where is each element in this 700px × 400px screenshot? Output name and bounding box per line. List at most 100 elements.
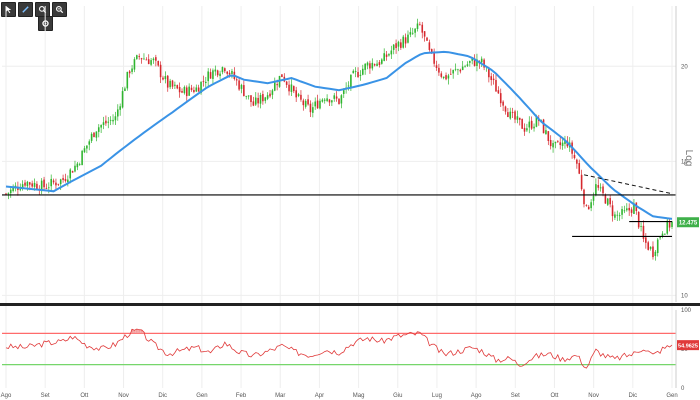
candle-body [385,54,388,57]
candle-body [526,128,528,131]
candle-body [480,58,483,63]
candle-body [326,98,328,102]
candle-body [164,76,167,80]
candle-body [226,71,229,74]
candle-body [181,91,183,93]
candle-body [212,70,214,79]
candle-body [530,120,533,129]
candle-body [611,205,614,217]
candle-body [449,73,452,75]
candle-body [62,178,64,180]
candle-body [597,185,600,188]
rsi-panel: 05010054.9625 [0,303,700,392]
candle-body [521,119,523,129]
candle-body [473,58,476,66]
candle-body [295,90,297,98]
candle-body [166,75,169,88]
candle-body [250,95,252,103]
candle-body [202,81,205,83]
candle-body [300,94,302,100]
candle-body [495,80,497,92]
candle-body [459,69,462,72]
candle-body [390,50,393,55]
candle-body [616,214,619,216]
candle-body [78,163,81,165]
candle-body [542,119,545,134]
candle-body [259,95,262,104]
candle-body [245,95,248,97]
candle-body [288,84,290,92]
candle-body [100,125,102,128]
candle-body [640,226,642,227]
candle-body [442,76,445,79]
candle-body [76,163,79,168]
candle-body [366,62,369,66]
candle-body [649,246,652,249]
candle-body [319,100,321,109]
last-price-tag [677,217,699,228]
candle-body [352,70,355,74]
candle-body [454,68,457,70]
candle-body [105,120,107,124]
candle-body [502,101,504,106]
candle-body [533,126,535,129]
candle-body [81,150,83,166]
axes: Ago Set Ott Nov Dic Gen Feb Mar Apr Mag Giu Lug Ago S… [1,6,694,399]
candle-body [618,215,621,217]
candle-body [131,68,133,72]
candle-body [457,69,459,71]
candle-body [216,70,219,76]
candle-body [342,90,345,95]
candle-body [364,63,366,70]
candle-body [528,121,531,128]
annotations: 12.475 [2,50,699,238]
month-label: Feb [236,393,247,399]
candle-body [400,42,402,48]
candle-body [155,57,157,61]
candle-body [516,116,519,120]
candle-body [580,174,583,190]
month-label: Giu [393,393,402,399]
candle-body [642,225,645,239]
candle-body [200,81,202,93]
candle-body [411,32,414,34]
candle-body [428,42,431,50]
magnify-icon[interactable] [52,2,67,17]
candle-body [304,100,307,107]
candle-body [585,204,588,206]
candle-body [471,57,473,61]
candle-body [314,101,317,107]
candle-body [397,41,400,47]
candle-body [671,221,673,227]
month-label: Ago [1,393,12,399]
candle-body [102,122,105,126]
candle-body [469,61,471,63]
draw-line-icon[interactable] [18,2,33,17]
candle-body [19,189,22,191]
candle-body [609,198,611,205]
candle-body [297,94,300,97]
price-tick-label: 15 [681,159,688,165]
rsi-tick-label: 100 [681,308,692,314]
candle-body [195,87,198,92]
candle-body [331,100,333,103]
candle-body [535,116,538,127]
candle-body [190,87,193,91]
month-label: Nov [118,393,129,399]
candle-body [107,121,110,123]
candle-body [587,206,590,210]
candle-body [661,233,664,236]
candle-body [136,55,138,59]
rsi-overbought-fill [131,329,421,334]
candle-body [243,85,245,97]
pointer-icon[interactable] [1,2,16,17]
candle-body [590,202,592,209]
candle-body [88,141,91,145]
candle-body [86,145,88,149]
candle-body [464,66,466,68]
candle-body [143,58,145,60]
candle-body [507,112,509,118]
moving-average-line [5,50,673,220]
candle-body [338,98,340,105]
candle-body [647,242,650,250]
